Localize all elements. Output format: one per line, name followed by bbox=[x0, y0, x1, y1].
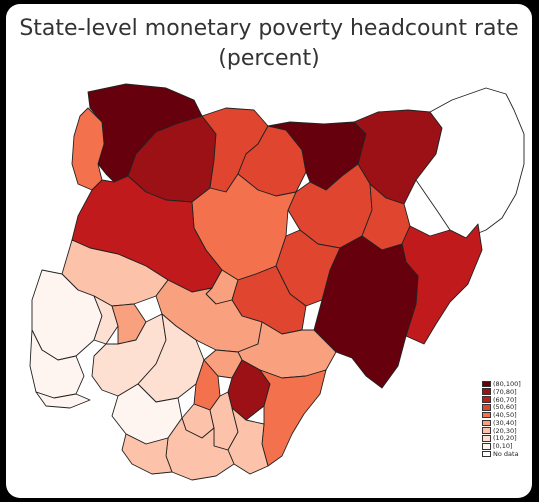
legend-swatch bbox=[482, 380, 491, 388]
state-lagos bbox=[35, 391, 91, 409]
legend-label: (30,40] bbox=[493, 418, 517, 427]
legend-item: (30,40] bbox=[482, 419, 521, 427]
legend-label: (80,100] bbox=[493, 379, 521, 388]
map-frame: State-level monetary poverty headcount r… bbox=[6, 4, 532, 498]
state-cross-river bbox=[259, 369, 327, 467]
legend-item: (70,80] bbox=[482, 388, 521, 396]
map-title: State-level monetary poverty headcount r… bbox=[6, 14, 532, 74]
legend-swatch bbox=[482, 388, 491, 395]
legend-swatch bbox=[482, 411, 491, 419]
map-legend: (80,100] (70,80] (60,70] (50,60] (40,50] (30,… bbox=[482, 380, 521, 458]
legend-label: (50,60] bbox=[493, 403, 517, 412]
title-line-2: (percent) bbox=[218, 46, 320, 71]
legend-label: No data bbox=[493, 450, 519, 459]
legend-label: (60,70] bbox=[493, 395, 517, 404]
state-oyo bbox=[31, 269, 103, 361]
legend-swatch bbox=[482, 435, 491, 442]
legend-swatch bbox=[482, 450, 491, 458]
legend-item: (60,70] bbox=[482, 396, 521, 404]
legend-item: No data bbox=[482, 450, 521, 458]
legend-swatch bbox=[482, 404, 491, 411]
legend-item: (80,100] bbox=[482, 380, 521, 388]
nigeria-choropleth-map bbox=[29, 83, 525, 481]
legend-label: (40,50] bbox=[493, 411, 517, 420]
legend-swatch bbox=[482, 419, 491, 427]
state-akwa-ibom bbox=[227, 407, 269, 475]
legend-swatch bbox=[482, 443, 491, 450]
legend-label: (20,30] bbox=[493, 426, 517, 435]
state-kebbi bbox=[71, 107, 105, 191]
state-borno bbox=[415, 87, 525, 239]
legend-label: [0,10] bbox=[493, 442, 513, 451]
legend-item: (10,20] bbox=[482, 434, 521, 443]
legend-swatch bbox=[482, 427, 491, 434]
legend-item: (20,30] bbox=[482, 427, 521, 435]
legend-item: (50,60] bbox=[482, 403, 521, 411]
state-ogun bbox=[29, 329, 85, 399]
state-taraba bbox=[313, 235, 419, 389]
legend-label: (10,20] bbox=[493, 434, 517, 443]
state-bayelsa bbox=[121, 433, 173, 475]
title-line-1: State-level monetary poverty headcount r… bbox=[19, 16, 519, 41]
legend-label: (70,80] bbox=[493, 387, 517, 396]
legend-item: (40,50] bbox=[482, 411, 521, 419]
legend-swatch bbox=[482, 396, 491, 403]
legend-item: [0,10] bbox=[482, 442, 521, 450]
